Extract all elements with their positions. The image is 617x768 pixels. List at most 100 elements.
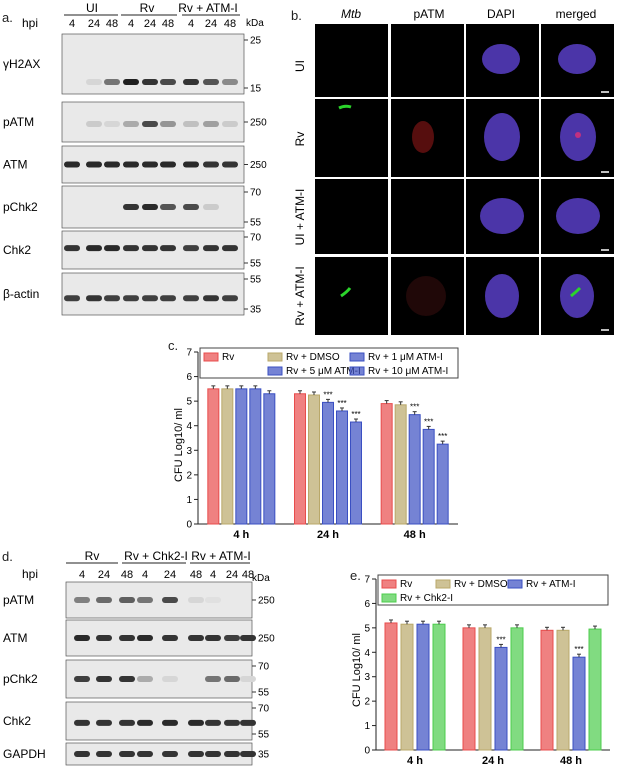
panel-a-blot: UI Rv Rv + ATM-I hpi 4 24 48 4 24 48 4 24 48 kDa… [3,1,267,316]
blot-band [86,161,102,168]
legend-swatch [349,366,365,376]
kda-marker: 250 [250,160,267,171]
blot-band [96,597,112,603]
bar [540,629,554,751]
bar [408,414,421,525]
blot-band [162,597,178,603]
y-axis-label: CFU Log10/ ml [351,633,363,707]
blot-row: β-actin 55 35 [3,272,262,316]
timepoint-label: 24 [205,18,217,30]
kda-marker: 25 [250,36,262,47]
blot-band [119,719,135,726]
blot-band [162,751,178,757]
blot-row: Chk2 70 55 [3,701,270,741]
blot-band [205,719,221,726]
bar [322,401,334,525]
blot-band [104,245,120,252]
y-tick-label: 5 [364,623,370,634]
blot-band [183,121,199,127]
blot-strip [65,701,253,741]
blot-band [240,635,256,641]
kda-marker: 70 [258,704,270,715]
column-header: pATM [413,7,444,21]
blot-band [222,295,238,302]
timepoint-label: 24 [226,569,238,581]
blot-band [86,121,102,127]
blot-band [162,635,178,641]
y-tick-label: 7 [364,575,370,586]
bar [350,421,362,525]
x-tick-label: 48 h [404,529,426,541]
column-header: merged [556,7,597,21]
timepoint-label: 4 [142,569,148,581]
blot-row: pChk2 70 55 [3,185,262,229]
blot-band [142,245,158,252]
bar [235,388,248,525]
kda-label: kDa [246,18,264,29]
timepoint-label: 4 [128,18,134,30]
timepoint-label: 48 [162,18,174,30]
blot-band [119,597,135,603]
bar [249,388,262,525]
kda-marker: 55 [250,275,262,286]
y-tick-label: 0 [364,746,370,757]
blot-row: pChk2 70 55 [3,659,270,699]
blot-row: γH2AX 25 15 [3,33,262,95]
blot-band [137,635,153,641]
kda-marker: 55 [258,688,270,699]
legend-label: Rv + 5 μM ATM-I [286,366,361,377]
timepoint-label: 24 [88,18,100,30]
timepoint-label: 4 [79,569,85,581]
bar [436,443,449,525]
blot-band [183,161,199,168]
kda-marker: 250 [258,634,275,645]
kda-marker: 250 [258,596,275,607]
timepoint-label: 24 [164,569,176,581]
bar [462,627,476,751]
y-tick-label: 3 [186,446,192,457]
blot-band [205,635,221,641]
blot-band [188,635,204,641]
hpi-label: hpi [22,16,38,30]
legend-label: Rv [400,579,412,590]
row-label: UI [293,60,307,72]
blot-band [203,204,219,210]
protein-label: γH2AX [3,57,40,71]
blot-band [74,751,90,757]
blot-band [240,751,256,757]
blot-band [203,79,219,85]
blot-band [123,204,139,210]
kda-marker: 55 [250,218,262,229]
blot-band [104,121,120,127]
blot-band [119,751,135,757]
blot-band [86,79,102,85]
blot-row: Chk2 70 55 [3,230,262,270]
kda-marker: 70 [250,233,262,244]
timepoint-label: 24 [144,18,156,30]
legend-label: Rv + Chk2-I [400,593,453,604]
protein-label: ATM [3,631,27,645]
group-label: Rv + Chk2-I [124,549,188,563]
blot-band [142,161,158,168]
protein-label: ATM [3,158,27,172]
significance-mark: *** [337,399,346,408]
kda-marker: 55 [258,730,270,741]
bar [336,410,348,525]
blot-band [142,79,158,85]
panel-b-microscopy: Mtb pATM DAPI merged UI Rv UI + ATM-I Rv… [293,7,614,335]
legend-label: Rv + DMSO [286,352,340,363]
micro-grid [315,24,614,335]
y-tick-label: 1 [186,495,192,506]
blot-band [162,719,178,726]
blot-band [183,245,199,252]
blot-row: pATM 250 [3,581,275,619]
blot-band [142,121,158,127]
bar [478,627,492,751]
bar [416,623,430,751]
bar [588,628,602,751]
protein-label: pATM [3,593,34,607]
kda-marker: 70 [250,188,262,199]
blot-band [137,597,153,603]
x-tick-label: 48 h [560,755,582,767]
row-label: UI + ATM-I [293,189,307,246]
